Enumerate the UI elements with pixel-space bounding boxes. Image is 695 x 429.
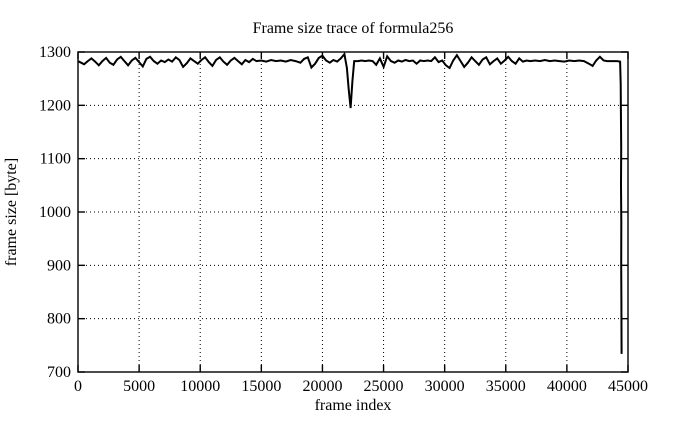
x-tick-label: 20000 xyxy=(302,378,342,395)
y-tick-label: 1300 xyxy=(39,44,71,61)
x-tick-label: 45000 xyxy=(608,378,648,395)
x-axis-title: frame index xyxy=(314,397,392,414)
y-tick-label: 900 xyxy=(47,257,71,274)
y-tick-label: 1100 xyxy=(40,151,71,168)
x-tick-label: 10000 xyxy=(180,378,220,395)
y-tick-label: 800 xyxy=(47,311,71,328)
chart-title: Frame size trace of formula256 xyxy=(252,20,454,37)
x-tick-label: 40000 xyxy=(547,378,587,395)
plot-border xyxy=(77,51,629,373)
x-tick-label: 5000 xyxy=(123,378,155,395)
x-tick-label: 30000 xyxy=(425,378,465,395)
x-tick-label: 15000 xyxy=(241,378,281,395)
x-tick-label: 35000 xyxy=(486,378,526,395)
y-tick-label: 700 xyxy=(47,364,71,381)
y-tick-label: 1000 xyxy=(39,204,71,221)
x-tick-label: 0 xyxy=(74,378,82,395)
x-tick-label: 25000 xyxy=(364,378,404,395)
data-line xyxy=(77,51,623,354)
y-tick-label: 1200 xyxy=(39,97,71,114)
